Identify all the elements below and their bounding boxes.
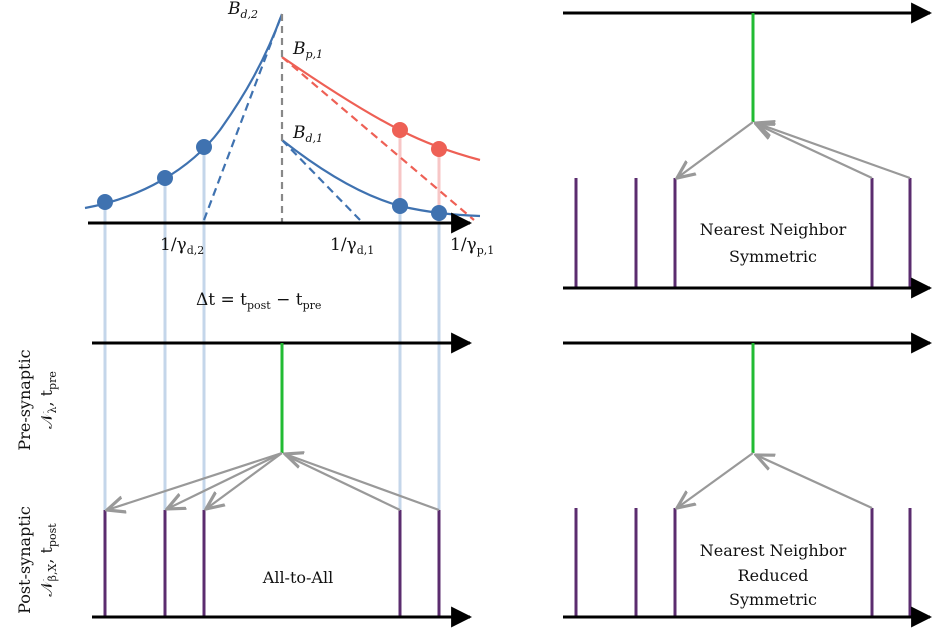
drop-lines xyxy=(103,147,441,616)
peak-label-bd1: Bd,1 xyxy=(292,123,323,145)
all-to-all-panel: All-to-All xyxy=(92,332,473,628)
red-tangent xyxy=(281,56,475,221)
svg-text:𝒩λ, tpre: 𝒩λ, tpre xyxy=(37,371,59,429)
panel-title-nnrs-1: Nearest Neighbor xyxy=(700,541,847,560)
blue-tangent-left xyxy=(202,13,284,221)
post-spikes-nnrs xyxy=(574,508,912,616)
svg-text:𝒩β,X, tpost: 𝒩β,X, tpost xyxy=(37,523,59,597)
post-synaptic-label: Post-synaptic 𝒩β,X, tpost xyxy=(15,506,59,614)
panel-title-nnrs-3: Symmetric xyxy=(729,590,817,609)
nn-reduced-symmetric-panel: Nearest Neighbor Reduced Symmetric xyxy=(563,332,933,628)
blue-curve-left xyxy=(84,13,284,210)
tick-label-d2: 1/γd,2 xyxy=(160,235,204,257)
panel-title-nns-1: Nearest Neighbor xyxy=(700,220,847,239)
svg-text:Post-synaptic: Post-synaptic xyxy=(15,506,34,614)
stdp-curve-plot: 1/γd,2 1/γd,1 1/γp,1 Bd,2 Bp,1 Bd,1 Δt =… xyxy=(84,0,494,616)
svg-text:Pre-synaptic: Pre-synaptic xyxy=(15,349,34,450)
blue-points xyxy=(97,139,447,221)
nn-symmetric-panel: Nearest Neighbor Symmetric xyxy=(563,2,933,299)
pre-synaptic-label: Pre-synaptic 𝒩λ, tpre xyxy=(15,349,59,450)
post-spikes-nns xyxy=(574,178,912,288)
tick-label-p1: 1/γp,1 xyxy=(450,235,494,257)
peak-label-bd2: Bd,2 xyxy=(227,0,258,21)
pairing-arrows-nnrs xyxy=(677,452,873,508)
panel-title-nnrs-2: Reduced xyxy=(738,566,809,585)
red-points xyxy=(392,122,447,157)
pairing-arrows-nns xyxy=(677,122,911,178)
red-drop-lines xyxy=(398,130,441,211)
pairing-arrows-a2a xyxy=(107,453,440,510)
post-spikes-a2a xyxy=(103,510,441,616)
tick-label-d1: 1/γd,1 xyxy=(330,235,374,257)
panel-title-a2a: All-to-All xyxy=(262,568,333,587)
blue-tangent-right xyxy=(281,139,361,221)
peak-label-bp1: Bp,1 xyxy=(292,39,323,61)
panel-title-nns-2: Symmetric xyxy=(729,247,817,266)
delta-t-label: Δt = tpost − tpre xyxy=(196,290,321,312)
